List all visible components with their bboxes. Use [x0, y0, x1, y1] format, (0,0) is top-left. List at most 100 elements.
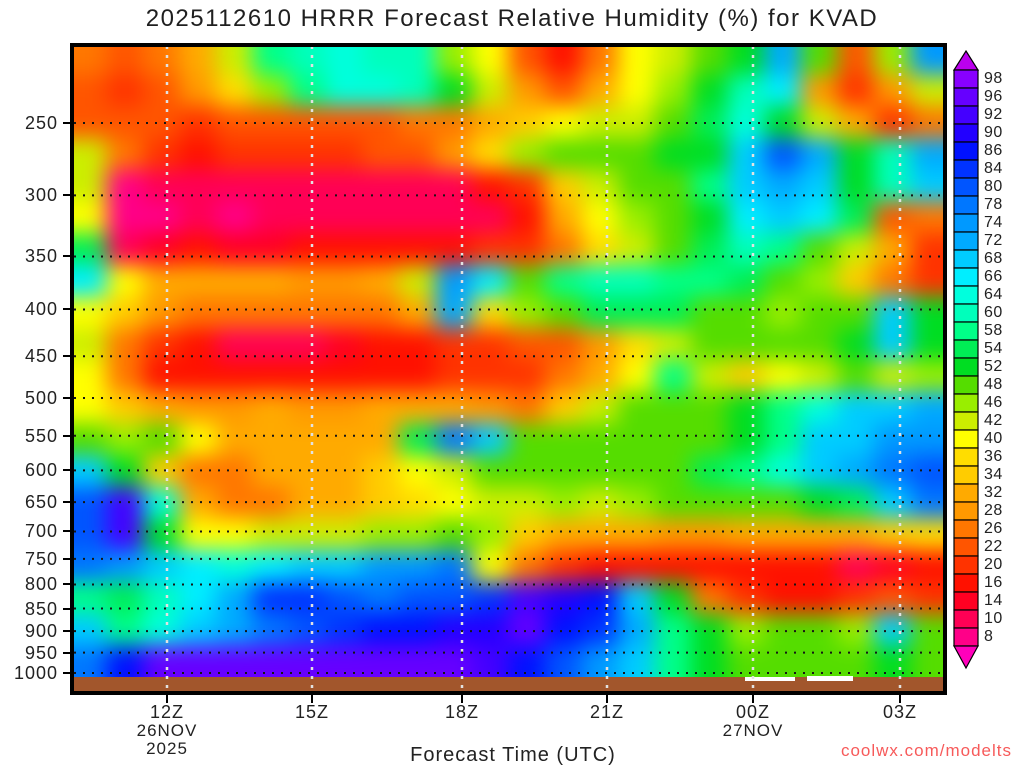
pressure-tick-mark [63, 607, 70, 610]
colorbar-cell [953, 249, 979, 269]
time-tick-mark [606, 695, 608, 703]
time-tick-mark [166, 695, 168, 703]
colorbar-label: 68 [984, 250, 1003, 267]
pressure-tick-label: 900 [24, 621, 58, 642]
pressure-tick-label: 400 [24, 299, 58, 320]
date-label: 26NOV [136, 721, 198, 740]
colorbar-cell [953, 627, 979, 647]
colorbar-label: 90 [984, 124, 1003, 141]
colorbar-label: 40 [984, 430, 1003, 447]
colorbar-label: 98 [984, 70, 1003, 87]
pressure-tick-mark [63, 651, 70, 654]
colorbar-label: 80 [984, 178, 1003, 195]
pressure-tick-label: 550 [24, 425, 58, 446]
colorbar-cell [953, 69, 979, 89]
pressure-tick-label: 300 [24, 185, 58, 206]
colorbar-cell [953, 195, 979, 215]
watermark-text: coolwx.com/modelts [840, 741, 1012, 760]
colorbar-cell [953, 519, 979, 539]
colorbar-label: 22 [984, 538, 1003, 555]
colorbar-label: 96 [984, 88, 1003, 105]
colorbar-label: 84 [984, 160, 1003, 177]
humidity-heatmap [70, 43, 947, 695]
colorbar-cell [953, 267, 979, 287]
pressure-tick-mark [63, 469, 70, 472]
pressure-tick-label: 250 [24, 113, 58, 133]
colorbar-cell [953, 501, 979, 521]
ground-strip [70, 677, 947, 695]
time-tick-mark [461, 695, 463, 703]
year-label: 2025 [146, 739, 188, 758]
colorbar-label: 8 [984, 628, 994, 645]
colorbar-cell [953, 141, 979, 161]
colorbar-cell [953, 375, 979, 395]
colorbar-label: 20 [984, 556, 1003, 573]
pressure-tick-label: 350 [24, 246, 58, 267]
colorbar-label: 34 [984, 466, 1003, 483]
colorbar-cell [953, 339, 979, 359]
pressure-tick-label: 950 [24, 642, 58, 663]
time-tick-label: 21Z [589, 702, 625, 722]
colorbar-cell [953, 465, 979, 485]
plot-frame [70, 43, 947, 695]
time-tick-mark [899, 695, 901, 703]
pressure-tick-label: 600 [24, 460, 58, 481]
colorbar-cell [953, 537, 979, 557]
colorbar-cell [953, 591, 979, 611]
colorbar-label: 60 [984, 304, 1003, 321]
colorbar [952, 50, 980, 670]
colorbar-arrow-top [952, 50, 980, 71]
colorbar-label: 78 [984, 196, 1003, 213]
colorbar-cell [953, 123, 979, 143]
pressure-tick-label: 500 [24, 387, 58, 408]
pressure-tick-mark [63, 671, 70, 674]
colorbar-label: 32 [984, 484, 1003, 501]
colorbar-cell [953, 321, 979, 341]
time-tick-label: 12Z [149, 702, 185, 722]
pressure-tick-mark [63, 355, 70, 358]
colorbar-label: 86 [984, 142, 1003, 159]
pressure-tick-label: 800 [24, 574, 58, 595]
colorbar-label: 16 [984, 574, 1003, 591]
colorbar-cell [953, 213, 979, 233]
colorbar-label: 72 [984, 232, 1003, 249]
colorbar-label: 48 [984, 376, 1003, 393]
pressure-tick-mark [63, 122, 70, 124]
colorbar-label: 58 [984, 322, 1003, 339]
page-title: 2025112610 HRRR Forecast Relative Humidi… [145, 5, 879, 32]
pressure-tick-mark [63, 396, 70, 399]
pressure-tick-label: 750 [24, 548, 58, 569]
time-tick-label: 00Z [735, 702, 771, 722]
colorbar-label: 36 [984, 448, 1003, 465]
colorbar-arrow-bottom [952, 645, 980, 670]
colorbar-cell [953, 87, 979, 107]
x-axis-title: Forecast Time (UTC) [410, 744, 616, 766]
colorbar-label: 54 [984, 340, 1003, 357]
pressure-tick-mark [63, 630, 70, 633]
date-label: 27NOV [722, 721, 784, 740]
pressure-tick-mark [63, 308, 70, 311]
colorbar-label: 92 [984, 106, 1003, 123]
colorbar-cell [953, 231, 979, 251]
colorbar-label: 14 [984, 592, 1003, 609]
time-tick-label: 18Z [444, 702, 480, 722]
colorbar-cell [953, 609, 979, 629]
colorbar-cell [953, 159, 979, 179]
pressure-tick-label: 650 [24, 492, 58, 513]
pressure-tick-label: 1000 [13, 662, 58, 683]
time-tick-mark [311, 695, 313, 703]
colorbar-cell [953, 429, 979, 449]
colorbar-cell [953, 285, 979, 305]
pressure-tick-mark [63, 194, 70, 197]
colorbar-label: 26 [984, 520, 1003, 537]
colorbar-cell [953, 573, 979, 593]
colorbar-label: 42 [984, 412, 1003, 429]
pressure-tick-mark [63, 530, 70, 533]
colorbar-cell [953, 357, 979, 377]
pressure-tick-mark [63, 501, 70, 504]
colorbar-cell [953, 303, 979, 323]
colorbar-label: 46 [984, 394, 1003, 411]
colorbar-cell [953, 105, 979, 125]
colorbar-label: 52 [984, 358, 1003, 375]
